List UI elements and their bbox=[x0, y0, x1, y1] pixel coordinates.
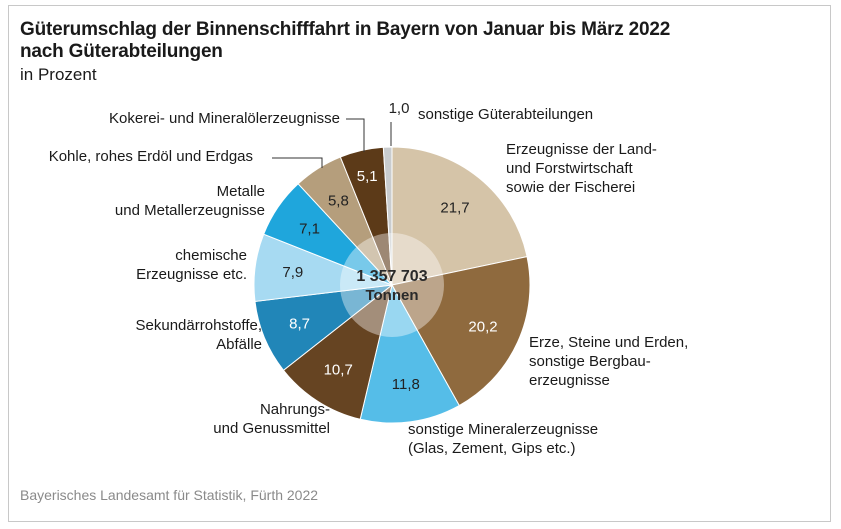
pie-slice bbox=[391, 146, 528, 286]
pie-slice bbox=[391, 255, 531, 407]
slice-value-label: 10,7 bbox=[324, 361, 353, 378]
pie-slice bbox=[382, 146, 393, 286]
slice-category-label: Kohle, rohes Erdöl und Erdgas bbox=[49, 148, 253, 165]
chart-subtitle: in Prozent bbox=[20, 65, 97, 84]
leader-line bbox=[346, 118, 365, 152]
title-line-1: Güterumschlag der Binnenschifffahrt in B… bbox=[20, 19, 671, 40]
slice-category-label: sonstige Mineralerzeugnisse (Glas, Zement… bbox=[408, 421, 598, 457]
slice-category-label: Kokerei- und Mineralölerzeugnisse bbox=[109, 110, 340, 127]
slice-value-label: 8,7 bbox=[289, 315, 310, 332]
slice-category-label: Nahrungs-und Genussmittel bbox=[213, 401, 330, 437]
center-disc bbox=[340, 233, 444, 337]
total-value: 1 357 703 bbox=[356, 268, 427, 285]
pie-slice bbox=[359, 283, 460, 424]
leader-line bbox=[272, 157, 323, 168]
pie-slice bbox=[282, 283, 393, 420]
slice-category-label: Sekundärrohstoffe, Abfälle bbox=[136, 317, 262, 353]
slice-value-label: 11,8 bbox=[392, 376, 420, 393]
slice-category-label: Metalle und Metallerzeugnisse bbox=[115, 183, 265, 219]
chart-title: Güterumschlag der Binnenschifffahrt in B… bbox=[20, 19, 670, 63]
slice-value-label: 1,0 bbox=[389, 100, 410, 117]
slice-value-label: 5,8 bbox=[328, 193, 349, 210]
slice-category-label: chemische Erzeugnisse etc. bbox=[136, 247, 247, 283]
slice-value-label: 7,1 bbox=[299, 221, 320, 238]
total-unit: Tonnen bbox=[365, 287, 418, 304]
source-note: Bayerisches Landesamt für Statistik, Für… bbox=[20, 487, 319, 503]
slice-value-label: 20,2 bbox=[468, 318, 497, 335]
slice-category-label: Erzeugnisse der Land-und Forstwirtschaft… bbox=[506, 141, 657, 196]
slice-category-label: sonstige Güterabteilungen bbox=[418, 106, 593, 123]
slice-value-label: 21,7 bbox=[440, 199, 469, 216]
slice-value-label: 7,9 bbox=[282, 264, 303, 281]
title-line-2: nach Güterabteilungen bbox=[20, 41, 223, 62]
slice-category-label: Erze, Steine und Erden, sonstige Bergbau-… bbox=[529, 334, 688, 389]
slice-value-label: 5,1 bbox=[357, 168, 378, 185]
